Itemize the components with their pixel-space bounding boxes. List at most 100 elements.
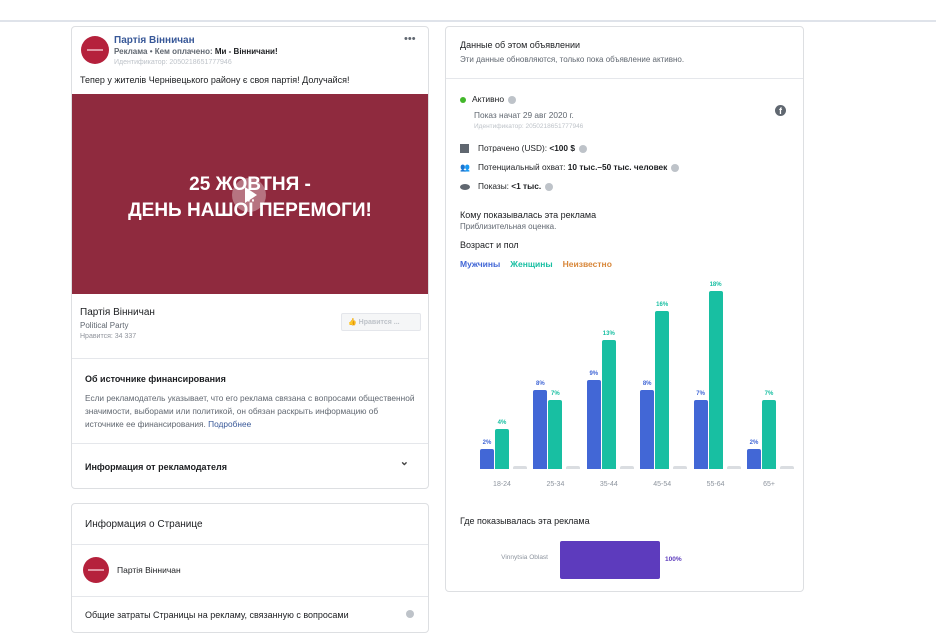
spent-value: <100 $ (549, 143, 575, 153)
ad-text: Тепер у жителів Чернівецького району є с… (80, 75, 350, 85)
page-name[interactable]: Партія Вінничан (80, 307, 155, 318)
region-value-label: 100% (665, 556, 682, 563)
info-icon[interactable] (671, 163, 680, 172)
eye-icon (460, 183, 470, 190)
ad-id: Идентификатор: 2050218651777946 (114, 59, 232, 66)
sponsor-name: Ми - Вінничани! (214, 47, 278, 56)
bar-label: 7% (551, 390, 560, 397)
region-bar[interactable] (560, 541, 660, 579)
bar-45-54-2[interactable] (673, 466, 688, 469)
thumbs-up-icon: 👍 (348, 319, 357, 326)
reach-row: 👥 Потенциальный охват: 10 тыс.–50 тыс. че… (460, 162, 680, 172)
status-dot (460, 97, 466, 103)
bar-65+-0[interactable] (747, 449, 761, 469)
divider (72, 544, 428, 545)
sponsor-prefix: Реклама • Кем оплачено: (114, 47, 215, 56)
x-tick-label: 65+ (763, 481, 775, 488)
bar-25-34-1[interactable] (548, 399, 563, 469)
bar-35-44-2[interactable] (619, 466, 634, 469)
age-gender-title: Возраст и пол (460, 240, 519, 250)
bar-18-24-1[interactable] (495, 429, 509, 469)
budget-icon (460, 144, 469, 154)
legend-women[interactable]: Женщины (510, 259, 553, 269)
bar-label: 16% (656, 301, 669, 308)
legend-men[interactable]: Мужчины (460, 259, 501, 269)
funding-body: Если рекламодатель указывает, что его ре… (85, 393, 415, 429)
ad-details-card: Данные об этом объявлении Эти данные обн… (445, 26, 804, 592)
page-avatar[interactable] (83, 557, 109, 583)
play-icon[interactable] (232, 178, 266, 212)
people-icon: 👥 (460, 163, 470, 172)
divider (72, 596, 428, 597)
bar-label: 2% (749, 440, 759, 447)
age-gender-chart: 2% 4% 18-24 8% 7% 25-34 9% 13% 35-44 8% 16% 45-54 7%… (446, 277, 805, 497)
page-info-card: Информация о Странице Партія Вінничан Об… (71, 503, 429, 633)
image-line-2: ДЕНЬ НАШОЇ ПЕРЕМОГИ! (128, 200, 372, 221)
where-title: Где показывалась эта реклама (460, 516, 590, 526)
bar-45-54-0[interactable] (640, 389, 655, 469)
bar-label: 8% (642, 380, 652, 387)
bar-55-64-0[interactable] (693, 399, 708, 469)
bar-35-44-0[interactable] (586, 379, 601, 469)
bar-25-34-0[interactable] (533, 389, 548, 469)
more-options-icon[interactable]: ••• (404, 33, 416, 45)
facebook-icon: f (775, 105, 786, 116)
learn-more-link[interactable]: Подробнее (208, 419, 252, 429)
chevron-down-icon: ⌄ (399, 456, 409, 468)
divider (446, 78, 803, 79)
x-tick-label: 55-64 (706, 481, 725, 488)
bar-35-44-1[interactable] (601, 340, 616, 469)
bar-65+-1[interactable] (762, 399, 776, 469)
details-title: Данные об этом объявлении (460, 40, 581, 50)
advertiser-info-toggle[interactable]: Информация от рекламодателя ⌄ (85, 456, 415, 473)
status-label: Активно (472, 94, 505, 104)
advertiser-info-title: Информация от рекламодателя (85, 462, 227, 472)
bar-25-34-2[interactable] (566, 466, 581, 469)
audience-subtitle: Приблизительная оценка. (460, 222, 557, 231)
bar-label: 4% (497, 420, 507, 427)
details-id: Идентификатор: 2050218651777946 (474, 123, 584, 130)
x-tick-label: 45-54 (653, 481, 672, 488)
x-tick-label: 25-34 (546, 481, 565, 488)
info-icon[interactable] (545, 182, 554, 191)
ad-card: Партія Вінничан Реклама • Кем оплачено: … (71, 26, 429, 489)
bar-55-64-2[interactable] (726, 466, 741, 469)
divider (72, 358, 428, 359)
x-tick-label: 18-24 (493, 481, 511, 488)
start-date: Показ начат 29 авг 2020 г. (474, 110, 574, 120)
ad-image[interactable]: 25 ЖОВТНЯ - ДЕНЬ НАШОЇ ПЕРЕМОГИ! (72, 94, 428, 294)
details-subtitle: Эти данные обновляются, только пока объя… (460, 55, 685, 64)
page-name-link[interactable]: Партія Вінничан (114, 35, 195, 46)
region-label: Vinnytsia Oblast (501, 554, 548, 561)
page-name-link[interactable]: Партія Вінничан (117, 565, 181, 575)
bar-label: 13% (602, 331, 615, 338)
info-icon[interactable] (406, 610, 414, 618)
info-icon[interactable] (508, 95, 517, 104)
info-icon[interactable] (578, 144, 587, 153)
impressions-row: Показы: <1 тыс. (460, 181, 554, 191)
bar-label: 9% (589, 370, 599, 377)
funding-text: Если рекламодатель указывает, что его ре… (85, 392, 415, 431)
spent-row: Потрачено (USD): <100 $ (460, 143, 587, 154)
impressions-value: <1 тыс. (511, 181, 542, 191)
bar-18-24-0[interactable] (480, 449, 494, 469)
x-tick-label: 35-44 (599, 481, 618, 488)
image-line-1: 25 ЖОВТНЯ - (189, 174, 311, 195)
legend-unknown[interactable]: Неизвестно (562, 259, 612, 269)
bar-18-24-2[interactable] (513, 466, 527, 469)
top-bar (0, 0, 936, 22)
reach-value: 10 тыс.–50 тыс. человек (567, 162, 668, 172)
status-row: Активно (472, 94, 517, 104)
page-avatar[interactable] (81, 36, 109, 64)
bar-45-54-1[interactable] (655, 310, 670, 469)
bar-65+-2[interactable] (780, 466, 794, 469)
impressions-label: Показы: (478, 181, 512, 191)
bar-label: 18% (709, 281, 722, 288)
page-info-title: Информация о Странице (85, 519, 203, 530)
like-label: Нравится ... (358, 319, 400, 326)
page-likes: Нравится: 34 337 (80, 333, 137, 340)
bar-55-64-1[interactable] (708, 290, 723, 469)
divider (72, 443, 428, 444)
funding-title: Об источнике финансирования (85, 374, 226, 384)
like-button[interactable]: 👍 Нравится ... (341, 313, 421, 331)
